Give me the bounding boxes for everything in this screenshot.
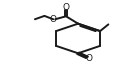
Text: O: O — [50, 15, 57, 24]
Text: O: O — [62, 3, 70, 13]
Text: O: O — [85, 54, 92, 63]
